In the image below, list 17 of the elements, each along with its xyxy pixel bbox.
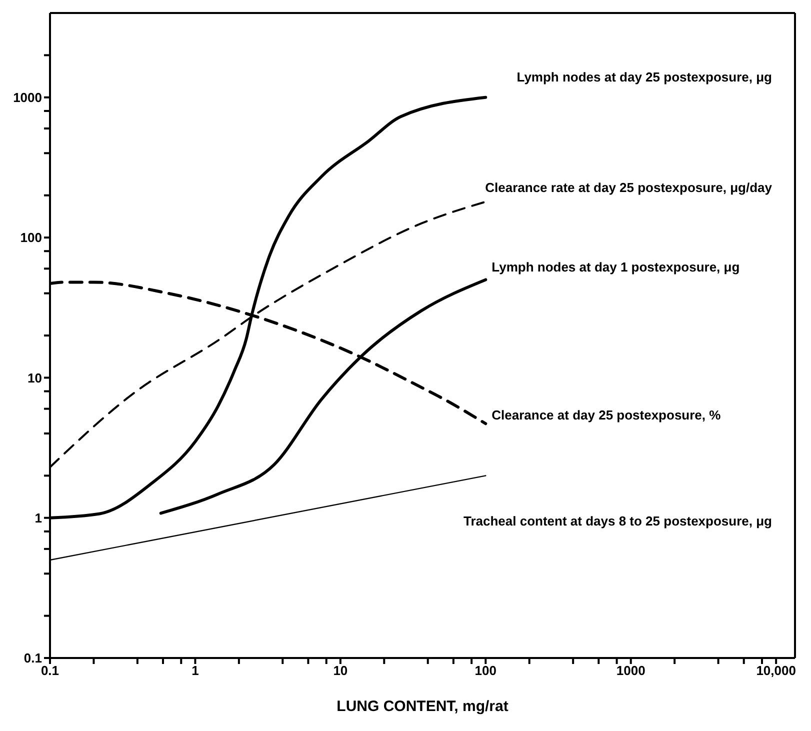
- text: Lymph nodes at day 25 postexposure, μg: [516, 69, 772, 84]
- y-tick-label: 1000: [13, 90, 42, 105]
- series-label: Lymph nodes at day 1 postexposure, μg: [492, 260, 740, 275]
- y-tick-label: 100: [20, 230, 42, 246]
- x-tick-label: 10: [333, 663, 348, 678]
- x-tick-label: 0.1: [40, 663, 60, 678]
- series-label: Clearance at day 25 postexposure, %: [492, 408, 722, 423]
- x-tick-label: 10,000: [756, 663, 796, 678]
- y-tick-label: 0.1: [24, 650, 42, 666]
- x-tick-label: 1: [192, 663, 199, 678]
- y-tick-label: 10: [28, 370, 42, 386]
- text: Tracheal content at days 8 to 25 postexposure, μg: [464, 514, 772, 529]
- x-tick-label: 1000: [616, 663, 646, 678]
- x-axis-title: LUNG CONTENT, mg/rat: [336, 698, 508, 715]
- y-tick-label: 1: [34, 510, 42, 526]
- series-label: Clearance rate at day 25 postexposure, μg/day: [485, 180, 773, 195]
- x-tick-label: 100: [474, 663, 496, 678]
